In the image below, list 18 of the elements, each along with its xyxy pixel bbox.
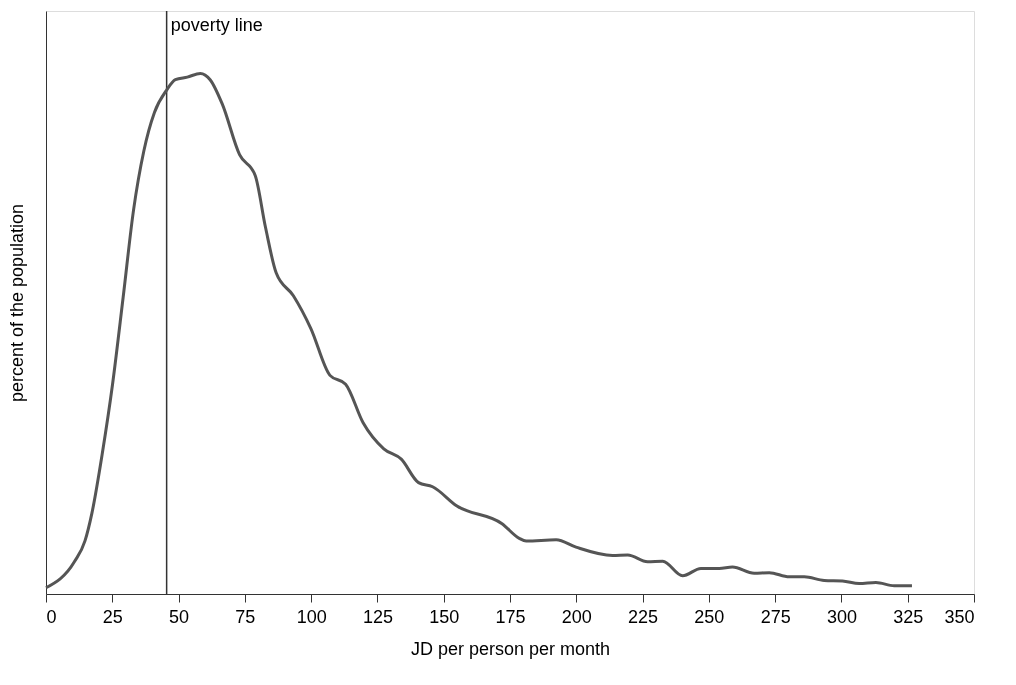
- x-tick-label: 150: [429, 606, 460, 627]
- x-tick-label: 200: [561, 606, 592, 627]
- x-tick-label: 275: [760, 606, 791, 627]
- x-axis-title: JD per person per month: [410, 638, 611, 659]
- x-tick-label: 175: [495, 606, 526, 627]
- x-tick-label: 250: [694, 606, 725, 627]
- x-tick-label: 300: [826, 606, 857, 627]
- x-tick-label: 100: [296, 606, 327, 627]
- ref-line-label: poverty line: [170, 15, 263, 35]
- y-axis-title: percent of the population: [6, 203, 27, 403]
- x-tick-label: 0: [46, 606, 57, 627]
- x-tick-label: 25: [102, 606, 123, 627]
- x-tick-label: 125: [362, 606, 393, 627]
- x-tick-label: 350: [944, 606, 975, 627]
- x-tick-label: 75: [235, 606, 256, 627]
- x-tick-label: 50: [169, 606, 190, 627]
- x-tick-label: 325: [893, 606, 924, 627]
- x-tick-label: 225: [628, 606, 659, 627]
